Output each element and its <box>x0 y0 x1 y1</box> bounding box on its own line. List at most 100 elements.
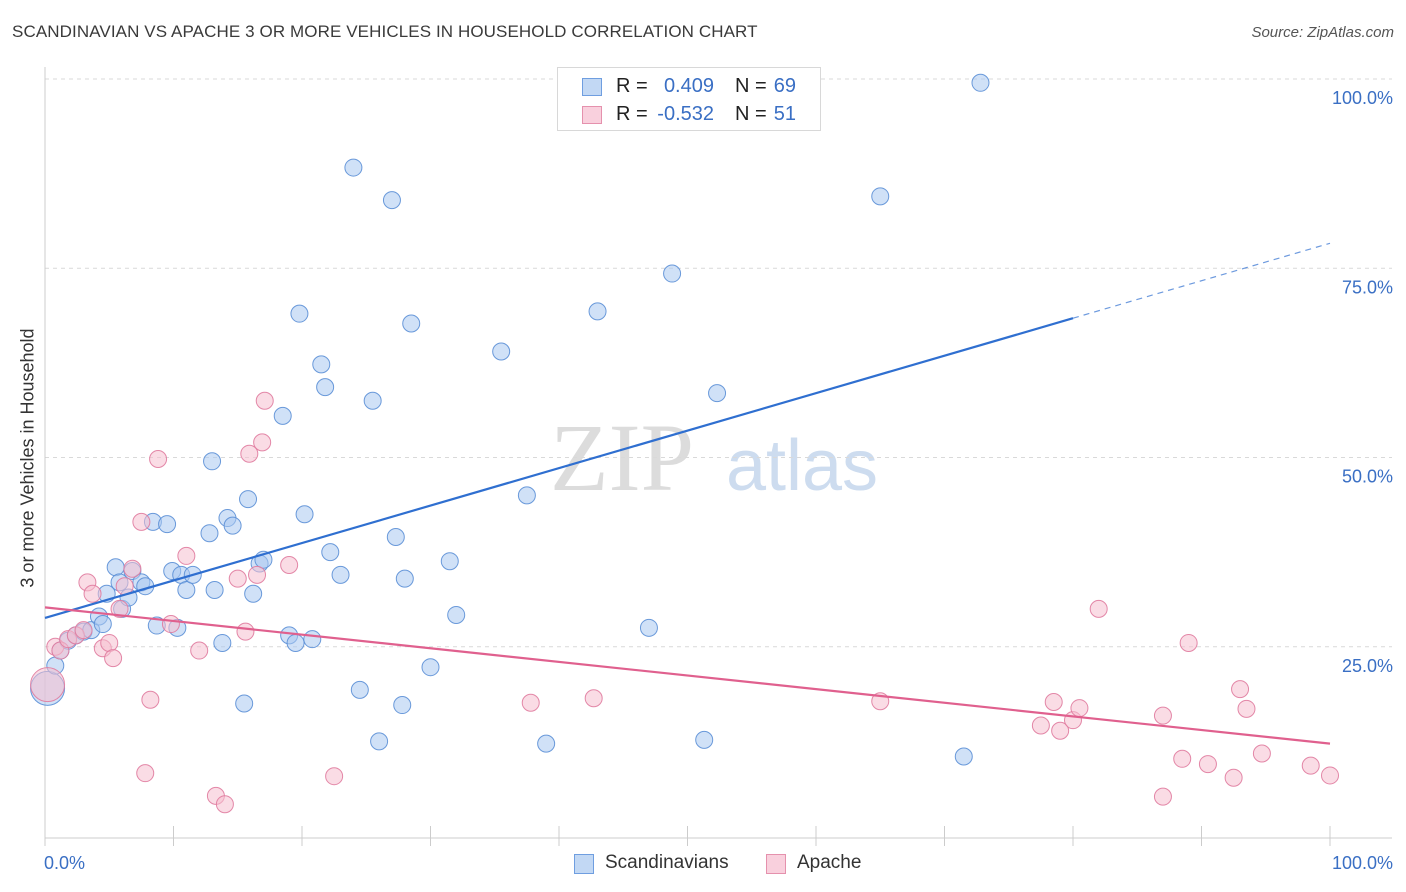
y-tick-label: 75.0% <box>1342 277 1393 297</box>
x-tick-label: 100.0% <box>1332 853 1393 873</box>
legend-n-value: 69 <box>773 75 796 97</box>
data-point-scandinavians <box>382 191 401 210</box>
stats-legend: R = 0.409 N = 69 R = -0.532 N = 51 <box>557 67 821 131</box>
data-point-apache <box>1173 749 1192 768</box>
data-point-scandinavians <box>203 452 222 471</box>
data-point-scandinavians <box>370 732 389 751</box>
data-point-apache <box>1153 787 1172 806</box>
data-point-scandinavians <box>386 527 405 546</box>
data-point-apache <box>240 444 259 463</box>
data-point-apache <box>74 621 93 640</box>
data-point-scandinavians <box>492 342 511 361</box>
data-point-scandinavians <box>395 569 414 588</box>
data-point-apache <box>161 615 180 634</box>
gridlines <box>45 78 1392 648</box>
data-point-apache <box>1031 716 1050 735</box>
data-point-scandinavians <box>286 633 305 652</box>
data-point-apache <box>1089 599 1108 618</box>
data-point-scandinavians <box>639 618 658 637</box>
data-point-scandinavians <box>363 391 382 410</box>
data-point-scandinavians <box>393 696 412 715</box>
data-point-scandinavians <box>235 694 254 713</box>
trend-line-apache <box>44 606 1331 745</box>
data-point-apache <box>521 693 540 712</box>
data-point-apache <box>149 450 168 469</box>
data-point-scandinavians <box>106 558 125 577</box>
data-point-apache <box>1321 766 1339 785</box>
data-point-scandinavians <box>402 314 421 333</box>
data-point-apache <box>1301 756 1320 775</box>
data-point-apache <box>253 433 272 452</box>
data-point-apache <box>136 764 155 783</box>
legend-r-value: -0.532 <box>657 103 714 125</box>
data-point-apache <box>141 690 160 709</box>
data-point-apache <box>236 622 255 641</box>
tick-labels: 25.0% 50.0% 75.0% 100.0% 0.0% 100.0% <box>44 88 1393 873</box>
x-tick-label: 0.0% <box>44 853 85 873</box>
data-point-scandinavians <box>158 515 177 534</box>
data-point-apache <box>215 795 234 814</box>
data-point-apache <box>280 555 299 574</box>
data-point-scandinavians <box>447 605 466 624</box>
data-point-scandinavians <box>321 543 340 562</box>
data-point-apache <box>255 391 274 410</box>
data-point-scandinavians <box>971 73 990 92</box>
data-point-scandinavians <box>695 730 714 749</box>
series-scandinavians <box>30 73 990 766</box>
data-point-apache <box>1237 699 1256 718</box>
data-point-apache <box>584 689 603 708</box>
source-label: Source: ZipAtlas.com <box>1251 24 1394 41</box>
data-point-scandinavians <box>421 658 440 677</box>
trend-line-scandinavians <box>44 317 1074 620</box>
data-point-apache <box>1198 755 1217 774</box>
data-point-apache <box>177 546 196 565</box>
data-point-scandinavians <box>200 524 219 543</box>
y-axis-label: 3 or more Vehicles in Household <box>17 328 38 588</box>
data-point-scandinavians <box>93 615 112 634</box>
data-point-scandinavians <box>177 580 196 599</box>
data-point-apache <box>83 584 102 603</box>
data-point-apache <box>1044 693 1063 712</box>
data-point-scandinavians <box>295 505 314 524</box>
data-point-scandinavians <box>290 304 309 323</box>
legend-label-scandinavians: Scandinavians <box>605 852 729 873</box>
data-point-scandinavians <box>303 630 322 649</box>
data-point-apache <box>100 633 119 652</box>
legend-n-label: N = <box>735 103 767 125</box>
legend-swatch-pink <box>582 106 602 124</box>
data-point-apache <box>325 767 344 786</box>
series-legend: Scandinavians Apache <box>0 852 1406 878</box>
data-point-scandinavians <box>517 486 536 505</box>
series-apache <box>30 391 1339 814</box>
legend-label-apache: Apache <box>797 852 862 873</box>
legend-row-apache: R = -0.532 N = 51 <box>558 101 820 129</box>
legend-n-label: N = <box>735 75 767 97</box>
legend-row-scandinavians: R = 0.409 N = 69 <box>558 73 820 101</box>
data-point-scandinavians <box>316 378 335 397</box>
data-point-apache <box>132 512 151 531</box>
data-point-apache <box>1153 706 1172 725</box>
data-point-apache <box>110 599 129 618</box>
y-tick-label: 50.0% <box>1342 467 1393 487</box>
data-point-scandinavians <box>954 747 973 766</box>
data-point-scandinavians <box>205 580 224 599</box>
data-point-apache <box>1224 768 1243 787</box>
data-point-apache <box>123 559 142 578</box>
data-point-scandinavians <box>708 384 727 403</box>
data-point-scandinavians <box>440 552 459 571</box>
data-point-apache <box>1179 633 1198 652</box>
data-point-apache <box>1231 680 1250 699</box>
legend-r-value: 0.409 <box>663 75 714 97</box>
data-point-scandinavians <box>350 680 369 699</box>
data-point-apache <box>228 569 247 588</box>
data-point-scandinavians <box>312 355 331 374</box>
legend-r-label: R = <box>616 75 648 97</box>
data-point-apache <box>190 641 209 660</box>
chart-title: SCANDINAVIAN VS APACHE 3 OR MORE VEHICLE… <box>12 22 758 41</box>
data-point-scandinavians <box>871 187 890 206</box>
legend-swatch-blue <box>574 854 594 874</box>
data-point-apache <box>1252 744 1271 763</box>
data-point-scandinavians <box>663 264 682 283</box>
data-point-apache <box>30 667 66 703</box>
